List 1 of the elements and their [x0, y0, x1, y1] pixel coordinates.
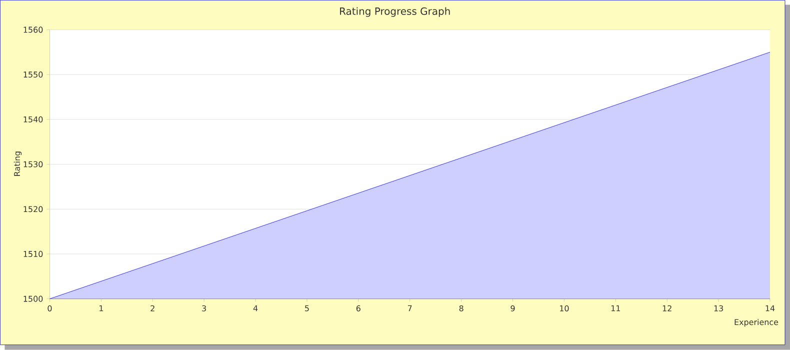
- chart-title: Rating Progress Graph: [340, 7, 450, 17]
